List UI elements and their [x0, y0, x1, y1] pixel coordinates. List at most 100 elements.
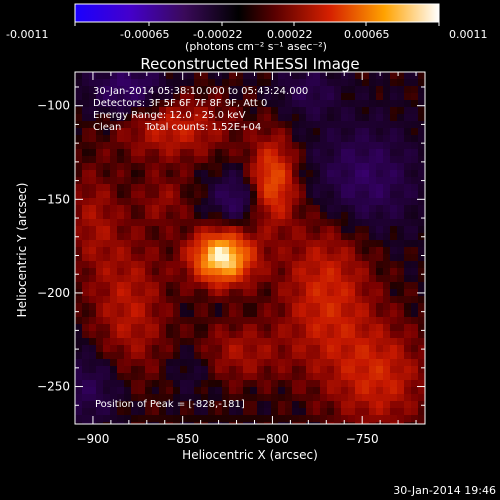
heatmap-cell: [201, 205, 208, 212]
heatmap-cell: [397, 240, 404, 247]
heatmap-cell: [376, 345, 383, 352]
heatmap-cell: [138, 422, 145, 424]
heatmap-cell: [124, 345, 131, 352]
heatmap-cell: [292, 219, 299, 226]
heatmap-cell: [173, 366, 180, 373]
heatmap-cell: [243, 219, 250, 226]
heatmap-cell: [229, 387, 236, 394]
heatmap-cell: [271, 156, 278, 163]
heatmap-cell: [173, 170, 180, 177]
colorbar-gradient: [74, 3, 440, 23]
heatmap-cell: [201, 128, 208, 135]
heatmap-cell: [285, 72, 292, 79]
heatmap-cell: [194, 275, 201, 282]
heatmap-cell: [320, 387, 327, 394]
heatmap-cell: [138, 394, 145, 401]
heatmap-cell: [250, 212, 257, 219]
heatmap-cell: [124, 177, 131, 184]
heatmap-cell: [390, 408, 397, 415]
heatmap-cell: [103, 282, 110, 289]
heatmap-cell: [152, 345, 159, 352]
heatmap-cell: [271, 254, 278, 261]
heatmap-cell: [355, 240, 362, 247]
heatmap-cell: [152, 296, 159, 303]
heatmap-cell: [404, 310, 411, 317]
heatmap-cell: [82, 401, 89, 408]
heatmap-cell: [103, 184, 110, 191]
heatmap-cell: [124, 142, 131, 149]
heatmap-cell: [201, 380, 208, 387]
heatmap-cell: [152, 149, 159, 156]
heatmap-cell: [334, 289, 341, 296]
heatmap-cell: [397, 387, 404, 394]
heatmap-cell: [362, 415, 369, 422]
heatmap-cell: [243, 163, 250, 170]
heatmap-cell: [229, 408, 236, 415]
heatmap-cell: [299, 282, 306, 289]
heatmap-cell: [201, 317, 208, 324]
heatmap-cell: [138, 352, 145, 359]
heatmap-cell: [201, 114, 208, 121]
heatmap-cell: [369, 296, 376, 303]
heatmap-cell: [285, 191, 292, 198]
heatmap-cell: [334, 163, 341, 170]
heatmap-cell: [383, 184, 390, 191]
heatmap-cell: [117, 170, 124, 177]
heatmap-cell: [89, 331, 96, 338]
heatmap-cell: [166, 401, 173, 408]
heatmap-cell: [138, 135, 145, 142]
heatmap-cell: [369, 177, 376, 184]
heatmap-cell: [341, 387, 348, 394]
heatmap-cell: [145, 345, 152, 352]
heatmap-cell: [285, 282, 292, 289]
heatmap-cell: [124, 268, 131, 275]
heatmap-cell: [383, 226, 390, 233]
heatmap-cell: [348, 233, 355, 240]
heatmap-cell: [180, 163, 187, 170]
heatmap-cell: [222, 380, 229, 387]
heatmap-cell: [320, 268, 327, 275]
heatmap-cell: [390, 121, 397, 128]
heatmap-cell: [89, 184, 96, 191]
heatmap-cell: [96, 170, 103, 177]
heatmap-cell: [243, 324, 250, 331]
heatmap-cell: [243, 366, 250, 373]
heatmap-cell: [250, 254, 257, 261]
heatmap-cell: [89, 373, 96, 380]
heatmap-cell: [271, 324, 278, 331]
heatmap-cell: [215, 268, 222, 275]
heatmap-cell: [145, 135, 152, 142]
heatmap-cell: [82, 100, 89, 107]
heatmap-cell: [341, 100, 348, 107]
heatmap-cell: [355, 198, 362, 205]
heatmap-cell: [131, 394, 138, 401]
heatmap-cell: [397, 303, 404, 310]
heatmap-cell: [313, 338, 320, 345]
heatmap-cell: [117, 233, 124, 240]
heatmap-cell: [320, 261, 327, 268]
heatmap-cell: [411, 289, 418, 296]
heatmap-cell: [243, 338, 250, 345]
heatmap-cell: [292, 226, 299, 233]
heatmap-cell: [229, 156, 236, 163]
heatmap-cell: [411, 352, 418, 359]
heatmap-cell: [285, 128, 292, 135]
heatmap-cell: [75, 338, 82, 345]
heatmap-cell: [348, 114, 355, 121]
heatmap-cell: [131, 198, 138, 205]
heatmap-cell: [82, 163, 89, 170]
heatmap-cell: [117, 114, 124, 121]
heatmap-cell: [299, 352, 306, 359]
heatmap-cell: [236, 156, 243, 163]
heatmap-cell: [173, 352, 180, 359]
heatmap-cell: [229, 86, 236, 93]
heatmap-cell: [236, 114, 243, 121]
heatmap-cell: [313, 317, 320, 324]
heatmap-cell: [82, 268, 89, 275]
heatmap-cell: [166, 380, 173, 387]
heatmap-cell: [306, 324, 313, 331]
heatmap-cell: [229, 205, 236, 212]
y-tick-label: −100: [37, 99, 70, 113]
heatmap-cell: [138, 86, 145, 93]
heatmap-cell: [173, 156, 180, 163]
